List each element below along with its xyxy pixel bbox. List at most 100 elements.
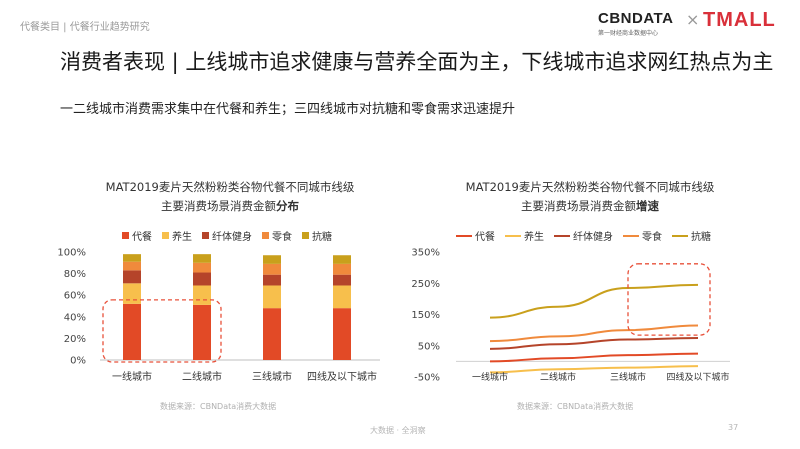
x-tick-label: 四线及以下城市 <box>666 371 729 383</box>
right-chart-title: MAT2019麦片天然粉粉类谷物代餐不同城市线级 主要消费场景消费金额增速 <box>430 178 750 216</box>
series-line <box>489 352 699 363</box>
legend-swatch <box>122 232 129 239</box>
bar-segment <box>263 274 281 286</box>
y-tick-label: 40% <box>64 312 86 323</box>
bar-segment <box>333 255 351 264</box>
x-tick-label: 三线城市 <box>252 370 292 383</box>
legend-swatch <box>554 234 570 237</box>
legend-swatch <box>505 234 521 237</box>
bar-segment <box>193 262 211 273</box>
legend-swatch <box>162 232 169 239</box>
bar-segment <box>333 274 351 286</box>
legend-item: 养生 <box>505 228 544 243</box>
legend-item: 零食 <box>262 228 292 243</box>
right-chart-title-line2: 主要消费场景消费金额增速 <box>430 197 750 216</box>
x-tick-label: 一线城市 <box>112 370 152 383</box>
left-chart-title-line2: 主要消费场景消费金额分布 <box>70 197 390 216</box>
left-chart-title-line1: MAT2019麦片天然粉粉类谷物代餐不同城市线级 <box>105 180 355 194</box>
legend-swatch <box>672 234 688 237</box>
legend-label: 纤体健身 <box>573 232 613 243</box>
series-line <box>489 365 699 374</box>
bar-segment <box>123 261 141 271</box>
cbndata-logo: CBNDATA 第一财经商业数据中心 <box>598 10 684 37</box>
legend-item: 纤体健身 <box>202 228 252 243</box>
legend-item: 代餐 <box>122 228 152 243</box>
legend-label: 零食 <box>642 232 662 243</box>
y-tick-label: 50% <box>418 341 440 352</box>
tmall-logo: TMALL <box>703 9 776 31</box>
legend-item: 养生 <box>162 228 192 243</box>
bar-segment <box>193 254 211 263</box>
legend-swatch <box>202 232 209 239</box>
right-chart-title-emphasis: 增速 <box>636 199 659 213</box>
x-tick-label: 二线城市 <box>182 370 222 383</box>
left-chart-title-emphasis: 分布 <box>276 199 299 213</box>
y-tick-label: -50% <box>414 373 440 384</box>
bar-segment <box>193 272 211 286</box>
legend-label: 养生 <box>524 232 544 243</box>
cbndata-tagline: 第一财经商业数据中心 <box>598 30 659 37</box>
logo-separator: × <box>686 10 700 29</box>
bar-segment <box>333 263 351 275</box>
left-chart-title: MAT2019麦片天然粉粉类谷物代餐不同城市线级 主要消费场景消费金额分布 <box>70 178 390 216</box>
bar-segment <box>123 270 141 284</box>
bar-segment <box>263 308 281 360</box>
highlight-box <box>102 299 222 363</box>
line-chart: -50% 50% 150% 250% 350% 一线城市 二线城市 三线城市 四线及以下城市 <box>411 248 730 384</box>
legend-label: 抗糖 <box>691 232 711 243</box>
bar-segment <box>333 285 351 309</box>
legend-label: 纤体健身 <box>212 232 252 243</box>
legend-label: 代餐 <box>475 232 495 243</box>
series-line <box>489 336 699 350</box>
page-number: 37 <box>728 423 739 432</box>
cbndata-logo-text: CBNDATA <box>598 10 674 27</box>
bar-segment <box>123 303 141 360</box>
legend-item: 抗糖 <box>302 228 332 243</box>
legend-label: 代餐 <box>132 232 152 243</box>
left-chart-title-prefix: 主要消费场景消费金额 <box>161 199 276 213</box>
y-tick-label: 250% <box>411 279 440 290</box>
legend-item: 抗糖 <box>672 228 711 243</box>
x-tick-label: 四线及以下城市 <box>307 370 377 383</box>
legend-item: 零食 <box>623 228 662 243</box>
legend-swatch <box>456 234 472 237</box>
right-chart-source: 数据来源：CBNData消费大数据 <box>517 402 634 411</box>
series-line <box>489 283 699 319</box>
bar-segment <box>333 308 351 360</box>
legend-label: 养生 <box>172 232 192 243</box>
stacked-bar-chart: 0% 20% 40% 60% 80% 100% 一线城市 二线城市 三线城市 四线及以下城市 <box>57 248 380 383</box>
bar-segment <box>123 254 141 262</box>
bar-segment <box>193 304 211 360</box>
left-chart-legend: 代餐 养生 纤体健身 零食 抗糖 <box>122 228 342 243</box>
legend-label: 抗糖 <box>312 232 332 243</box>
legend-swatch <box>262 232 269 239</box>
highlight-box <box>627 263 711 336</box>
breadcrumb: 代餐类目 | 代餐行业趋势研究 <box>20 22 150 33</box>
right-chart-legend: 代餐 养生 纤体健身 零食 抗糖 <box>456 228 721 243</box>
bar-segment <box>263 255 281 264</box>
legend-item: 代餐 <box>456 228 495 243</box>
left-chart-source: 数据来源：CBNData消费大数据 <box>160 402 277 411</box>
right-chart-title-line1: MAT2019麦片天然粉粉类谷物代餐不同城市线级 <box>465 180 715 194</box>
x-tick-label: 二线城市 <box>540 371 576 383</box>
bar-segment <box>263 285 281 309</box>
x-tick-label: 三线城市 <box>610 371 646 383</box>
x-tick-label: 一线城市 <box>472 371 508 383</box>
bar-segment <box>123 283 141 304</box>
page-footer: 大数据 · 全洞察 <box>370 426 426 435</box>
y-tick-label: 0% <box>70 356 86 367</box>
page-title: 消费者表现 | 上线城市追求健康与营养全面为主，下线城市追求网红热点为主 <box>60 50 774 74</box>
legend-swatch <box>302 232 309 239</box>
y-tick-label: 350% <box>411 248 440 259</box>
series-line <box>489 324 699 343</box>
y-tick-label: 100% <box>57 248 86 259</box>
legend-label: 零食 <box>272 232 292 243</box>
bar-segment <box>193 285 211 305</box>
right-chart-title-prefix: 主要消费场景消费金额 <box>521 199 636 213</box>
y-tick-label: 150% <box>411 310 440 321</box>
bar-segment <box>263 263 281 275</box>
legend-item: 纤体健身 <box>554 228 613 243</box>
page-subtitle: 一二线城市消费需求集中在代餐和养生；三四线城市对抗糖和零食需求迅速提升 <box>60 102 516 117</box>
y-tick-label: 60% <box>64 291 86 302</box>
y-tick-label: 20% <box>64 334 86 345</box>
